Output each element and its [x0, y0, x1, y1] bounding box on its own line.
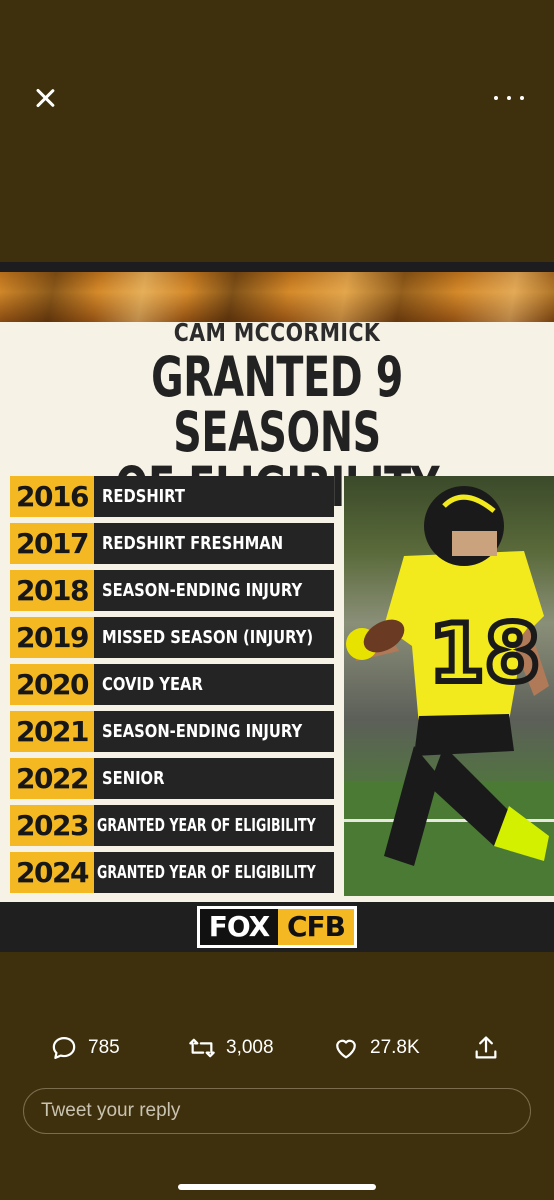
reply-icon	[52, 1036, 76, 1060]
image-top-strip	[0, 262, 554, 272]
player-photo: 18	[344, 476, 554, 896]
timeline-row: 2023 GRANTED YEAR OF ELIGIBILITY	[10, 805, 334, 846]
like-button[interactable]: 27.8K	[332, 1028, 420, 1068]
graphic-title-line-1: GRANTED 9 SEASONS	[151, 345, 403, 464]
timeline-row: 2022 SENIOR	[10, 758, 334, 799]
timeline-label: COVID YEAR	[102, 674, 203, 695]
timeline-year: 2018	[10, 570, 94, 611]
timeline-label: REDSHIRT	[102, 486, 185, 507]
timeline-label: SENIOR	[102, 768, 165, 789]
like-count: 27.8K	[370, 1037, 420, 1058]
timeline-label: SEASON-ENDING INJURY	[102, 580, 303, 601]
retweet-button[interactable]: 3,008	[188, 1028, 274, 1068]
retweet-count: 3,008	[226, 1037, 274, 1058]
eligibility-timeline: 2016 REDSHIRT 2017 REDSHIRT FRESHMAN 2018 S…	[10, 476, 334, 899]
gold-texture-banner	[0, 272, 554, 322]
reply-input[interactable]: Tweet your reply	[23, 1088, 531, 1134]
timeline-year: 2017	[10, 523, 94, 564]
jersey-number: 18	[429, 607, 540, 700]
football-player-illustration: 18	[346, 486, 549, 866]
timeline-year: 2021	[10, 711, 94, 752]
home-indicator[interactable]	[178, 1184, 376, 1190]
timeline-label: REDSHIRT FRESHMAN	[102, 533, 284, 554]
tweet-image[interactable]: CAM MCCORMICK GRANTED 9 SEASONS OF ELIGI…	[0, 262, 554, 952]
timeline-row: 2017 REDSHIRT FRESHMAN	[10, 523, 334, 564]
logo-fox-text: FOX	[200, 909, 278, 945]
reply-count: 785	[88, 1037, 120, 1058]
media-viewer-top-bar	[0, 0, 554, 200]
more-horizontal-icon[interactable]	[494, 86, 524, 110]
reply-button[interactable]: 785	[50, 1028, 120, 1068]
timeline-year: 2020	[10, 664, 94, 705]
timeline-row: 2019 MISSED SEASON (INJURY)	[10, 617, 334, 658]
timeline-year: 2022	[10, 758, 94, 799]
share-icon	[475, 1036, 497, 1059]
tweet-actions: 785 3,008 27.8K	[0, 1028, 554, 1068]
graphic-subtitle: CAM MCCORMICK	[173, 318, 381, 347]
retweet-icon	[189, 1038, 215, 1058]
share-button[interactable]	[472, 1028, 510, 1068]
timeline-label: GRANTED YEAR OF ELIGIBILITY	[97, 862, 316, 883]
close-icon[interactable]	[30, 84, 60, 114]
fox-cfb-logo: FOX CFB	[197, 906, 357, 948]
timeline-row: 2018 SEASON-ENDING INJURY	[10, 570, 334, 611]
logo-cfb-text: CFB	[278, 909, 354, 945]
timeline-row: 2021 SEASON-ENDING INJURY	[10, 711, 334, 752]
timeline-label: SEASON-ENDING INJURY	[102, 721, 303, 742]
timeline-year: 2019	[10, 617, 94, 658]
timeline-row: 2020 COVID YEAR	[10, 664, 334, 705]
timeline-label: GRANTED YEAR OF ELIGIBILITY	[97, 815, 316, 836]
heart-icon	[336, 1039, 356, 1059]
timeline-row: 2016 REDSHIRT	[10, 476, 334, 517]
timeline-row: 2024 GRANTED YEAR OF ELIGIBILITY	[10, 852, 334, 893]
timeline-year: 2024	[10, 852, 94, 893]
timeline-year: 2023	[10, 805, 94, 846]
timeline-label: MISSED SEASON (INJURY)	[102, 627, 314, 648]
timeline-year: 2016	[10, 476, 94, 517]
